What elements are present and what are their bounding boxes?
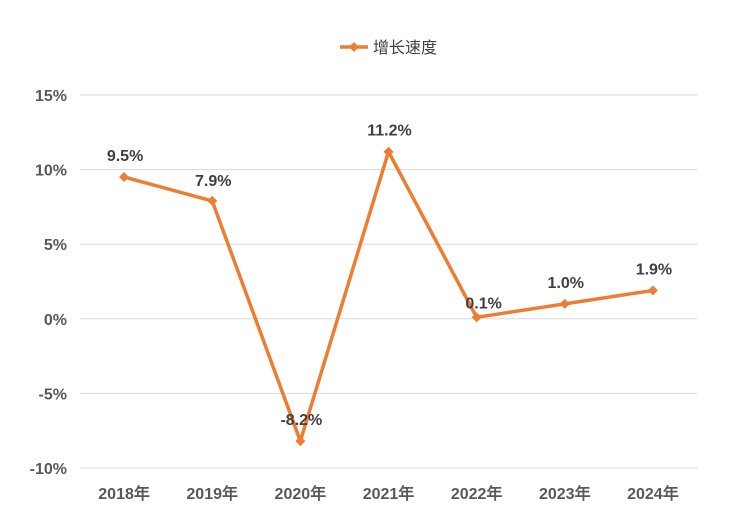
series-line — [122, 149, 655, 443]
data-point-marker — [471, 312, 482, 323]
legend: 增长速度 — [340, 38, 437, 57]
data-point-marker — [559, 298, 570, 309]
legend-label: 增长速度 — [373, 38, 437, 57]
x-tick-label: 2018年 — [98, 484, 150, 503]
y-axis-tick-labels: 15% 10% 5% 0% -5% -10% — [30, 88, 67, 478]
x-axis-tick-labels: 2018年 2019年 2020年 2021年 2022年 2023年 2024年 — [98, 484, 678, 503]
series-line-group — [119, 146, 658, 447]
data-labels: 9.5% 7.9% -8.2% 11.2% 0.1% 1.0% 1.9% — [107, 123, 672, 429]
y-tick-label: -5% — [39, 386, 67, 403]
data-label: 9.5% — [107, 148, 143, 165]
data-label: 1.9% — [636, 261, 672, 278]
data-point-marker — [207, 195, 218, 206]
x-tick-label: 2020年 — [275, 484, 327, 503]
y-tick-label: 15% — [35, 88, 67, 105]
data-point-marker — [295, 436, 306, 447]
gridlines — [80, 94, 697, 469]
data-label: 11.2% — [367, 123, 411, 140]
y-tick-label: 0% — [44, 312, 67, 329]
x-tick-label: 2024年 — [627, 484, 679, 503]
x-tick-label: 2021年 — [363, 484, 415, 503]
data-point-marker — [383, 146, 394, 157]
x-tick-label: 2019年 — [186, 484, 238, 503]
data-label: 1.0% — [548, 275, 584, 292]
y-tick-label: 5% — [44, 237, 67, 254]
data-point-marker — [647, 285, 658, 296]
x-tick-label: 2023年 — [539, 484, 591, 503]
data-label: 7.9% — [195, 173, 231, 190]
y-tick-label: -10% — [30, 461, 67, 478]
legend-marker-swatch — [349, 42, 359, 52]
data-label: 0.1% — [465, 295, 501, 312]
data-label: -8.2% — [280, 412, 322, 429]
y-tick-label: 10% — [35, 163, 67, 180]
x-tick-label: 2022年 — [451, 484, 503, 503]
data-point-marker — [119, 172, 130, 183]
